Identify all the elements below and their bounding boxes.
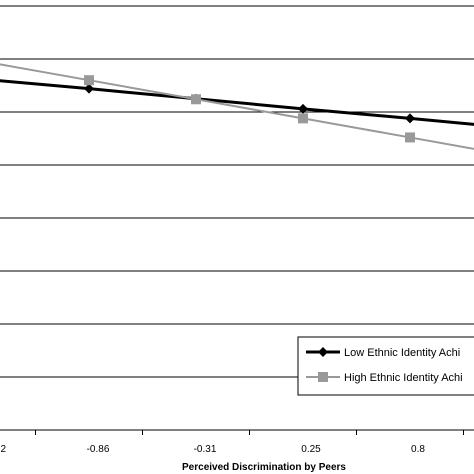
x-tick-label: -0.31 <box>194 444 217 455</box>
series-high <box>0 63 474 150</box>
data-point <box>84 83 94 94</box>
legend-entry: Low Ethnic Identity Achi <box>306 347 460 359</box>
legend-marker <box>318 347 328 357</box>
legend-box <box>297 336 474 396</box>
legend-entry: High Ethnic Identity Achi <box>306 372 463 384</box>
legend-label: Low Ethnic Identity Achi <box>344 347 460 359</box>
legend-label: High Ethnic Identity Achi <box>344 372 463 384</box>
series-line <box>0 79 474 126</box>
x-tick-label: -0.86 <box>87 444 110 455</box>
x-axis <box>0 429 474 435</box>
x-axis-title: Perceived Discrimination by Peers <box>182 462 346 473</box>
data-point <box>298 113 308 124</box>
gridlines <box>0 5 474 378</box>
series-line <box>0 63 474 150</box>
series-low <box>0 79 474 126</box>
x-tick-label: 2 <box>0 444 6 455</box>
x-tick-label: 0.8 <box>411 444 425 455</box>
data-point <box>405 132 415 143</box>
data-point <box>298 103 308 114</box>
legend-marker <box>318 372 328 382</box>
legend: Low Ethnic Identity Achi High Ethnic Iden… <box>297 336 474 396</box>
data-point <box>405 113 415 124</box>
series-layer <box>0 63 474 150</box>
data-point <box>191 94 201 105</box>
x-tick-label: 0.25 <box>301 444 321 455</box>
data-point <box>84 75 94 86</box>
x-tick-labels: 2 -0.86 -0.31 0.25 0.8 <box>0 444 425 455</box>
